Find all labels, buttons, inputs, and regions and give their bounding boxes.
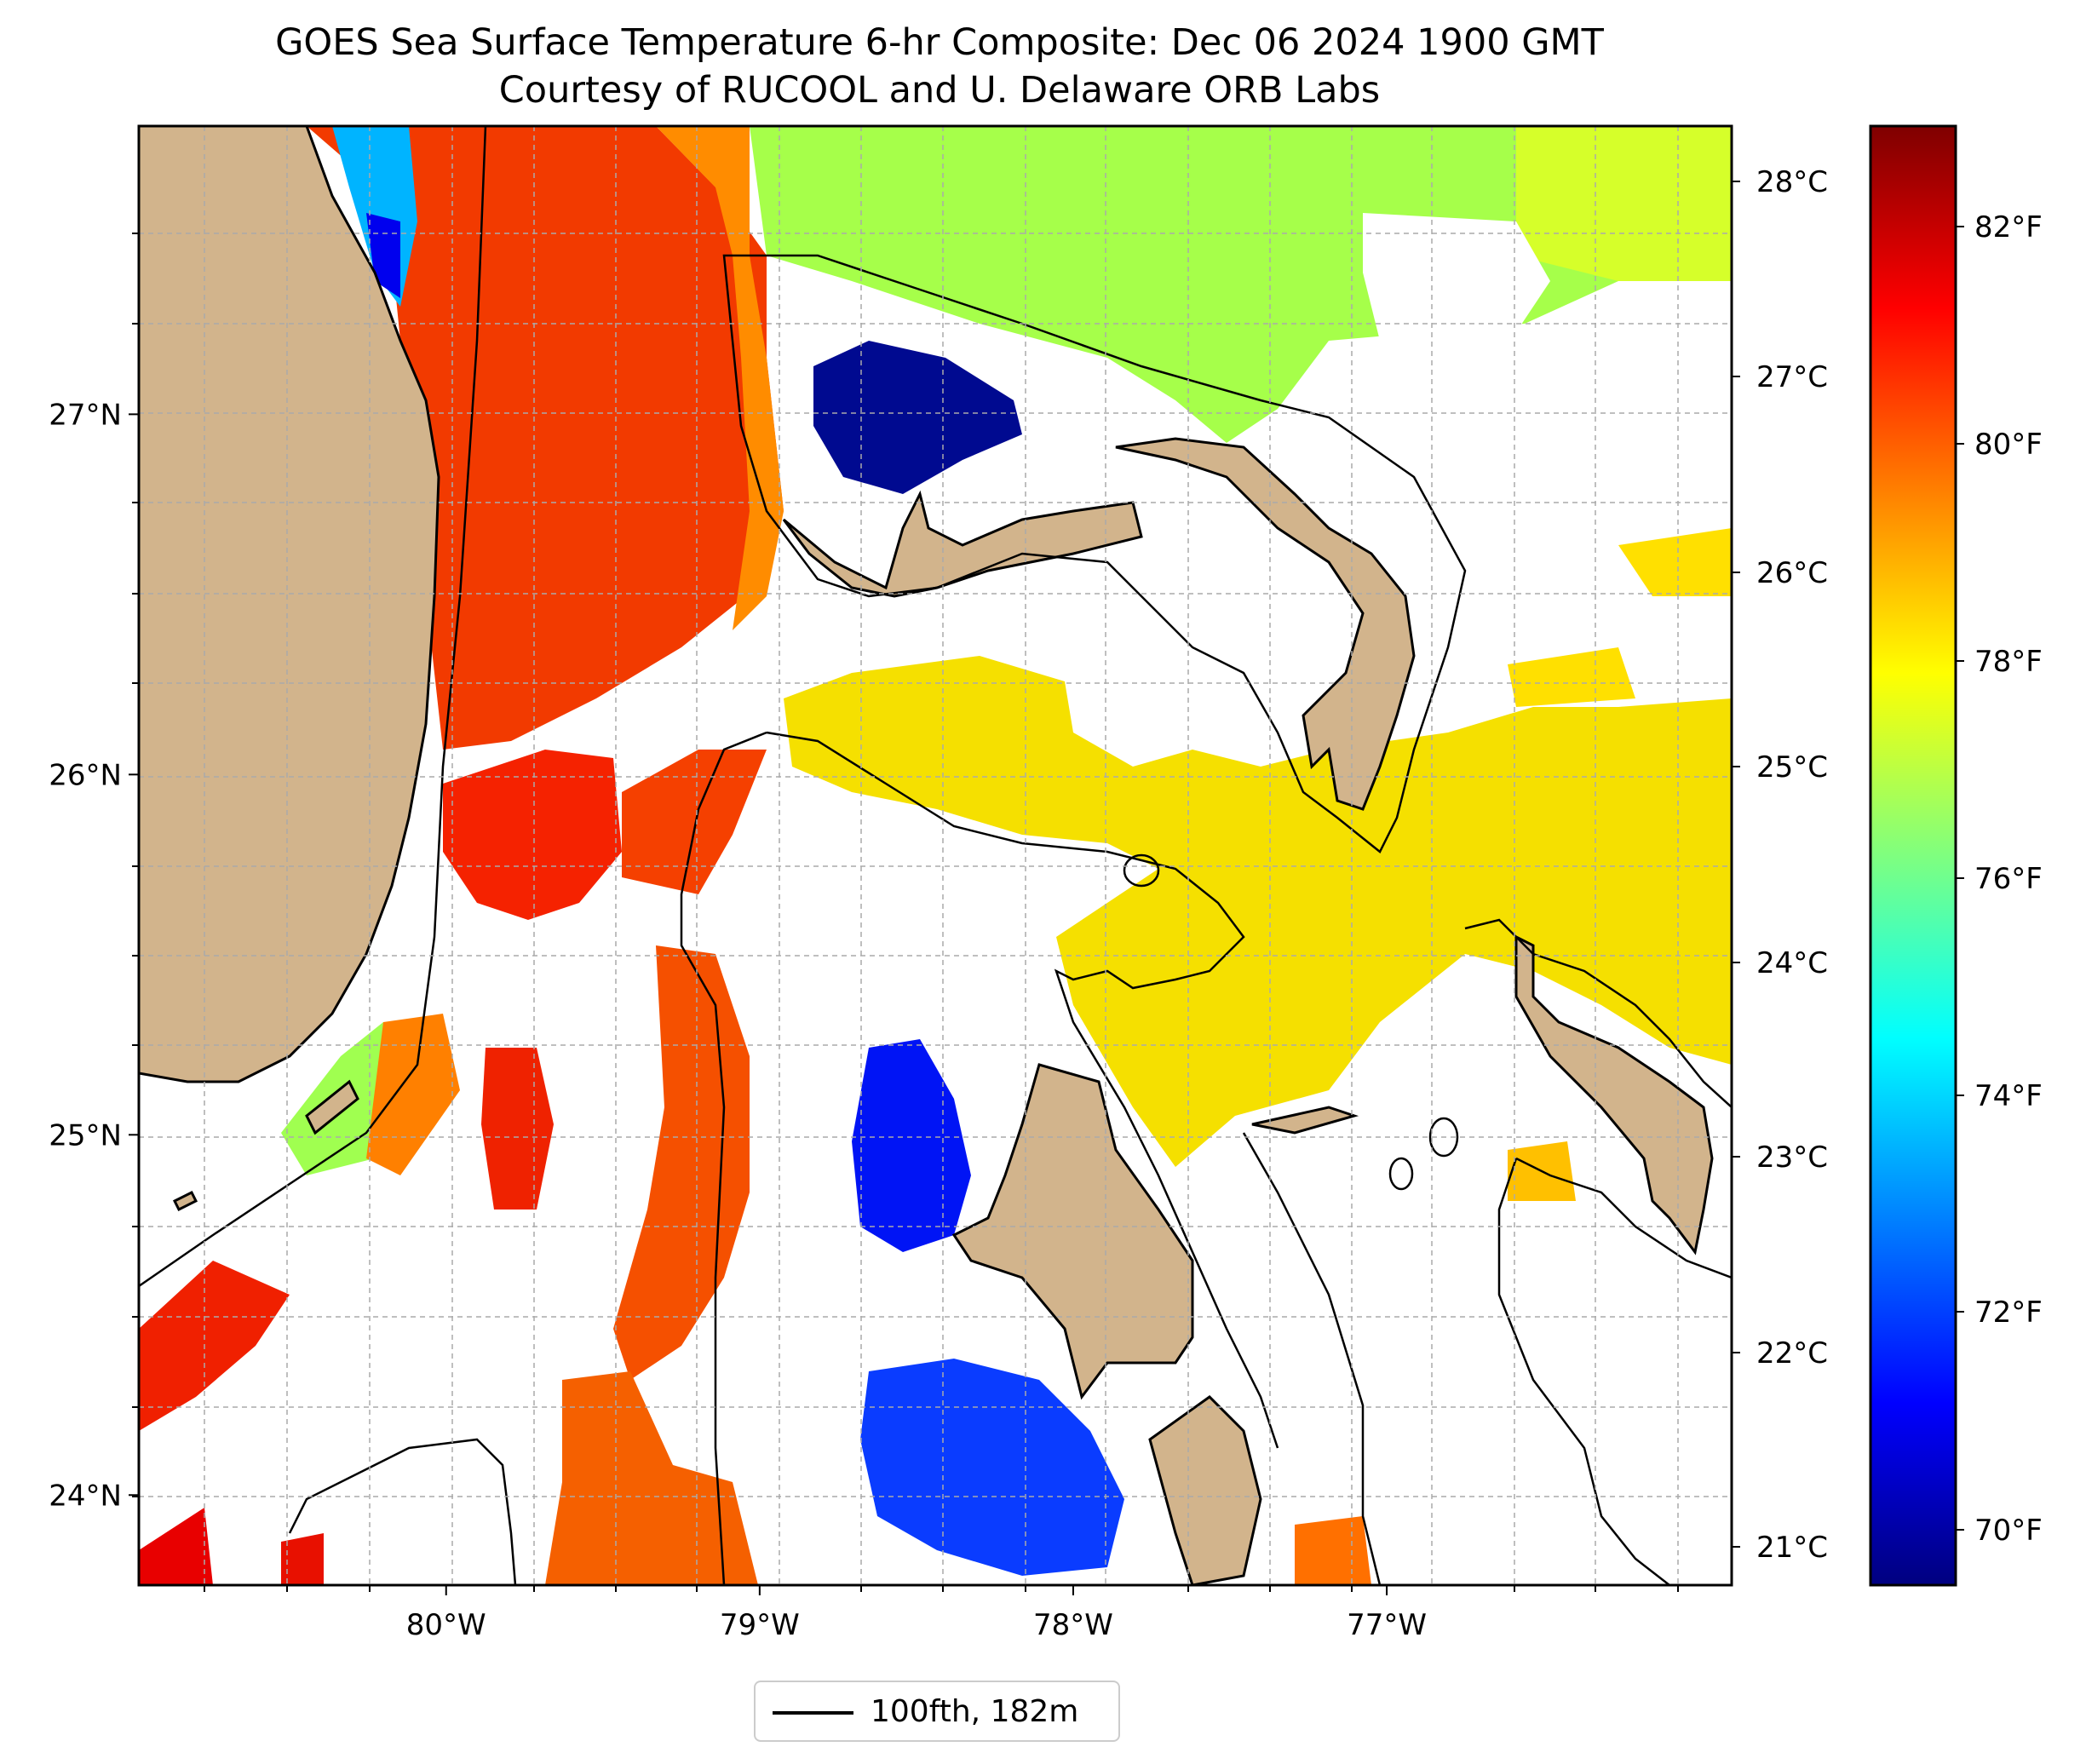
fahrenheit-tick-label: 72°F xyxy=(1974,1296,2043,1330)
colorbar-fahrenheit-axis: 82°F 80°F 78°F 76°F 74°F 72°F 70°F xyxy=(1956,210,2043,1548)
lat-tick-label: 25°N xyxy=(49,1118,122,1152)
fahrenheit-tick-label: 74°F xyxy=(1974,1079,2043,1113)
colorbar xyxy=(1869,124,1957,1587)
fahrenheit-tick-label: 82°F xyxy=(1974,210,2043,244)
sst-patch-bottom-red-2 xyxy=(281,1533,324,1585)
isobath-island-east-2 xyxy=(1388,1157,1414,1191)
isobath-island-east-1 xyxy=(1428,1117,1459,1158)
land-florida-peninsula xyxy=(139,126,440,1083)
map-subtitle: Courtesy of RUCOOL and U. Delaware ORB L… xyxy=(498,69,1381,112)
legend-isobath-line-swatch xyxy=(773,1711,853,1715)
sst-patch-north-yellow xyxy=(1516,126,1732,281)
fahrenheit-tick-label: 78°F xyxy=(1974,645,2043,679)
celsius-tick-label: 24°C xyxy=(1756,946,1828,980)
sst-patch-cold-blue-south xyxy=(860,1359,1124,1576)
land-keys-2 xyxy=(172,1190,198,1212)
sst-patch-cold-eddy-north xyxy=(813,341,1022,494)
land-abaco xyxy=(1115,437,1416,811)
sst-patch-east-yellow-mid xyxy=(1508,647,1635,707)
sst-patch-keys-orange xyxy=(366,1014,460,1175)
lon-tick-label: 80°W xyxy=(406,1608,486,1642)
isobath-island-bimini xyxy=(1123,853,1160,888)
sst-patch-gulf-stream-edge xyxy=(656,126,784,630)
fahrenheit-tick-label: 70°F xyxy=(1974,1514,2043,1548)
sst-patch-bottom-orange-east xyxy=(1295,1516,1371,1585)
fahrenheit-tick-label: 76°F xyxy=(1974,862,2043,896)
celsius-tick-label: 26°C xyxy=(1756,556,1828,590)
latitude-axis: 24°N 25°N 26°N 27°N xyxy=(49,398,139,1513)
map-legend: 100fth, 182m xyxy=(754,1681,1120,1742)
map-gridlines xyxy=(139,126,1732,1585)
land-andros xyxy=(951,1063,1194,1400)
map-plot-area xyxy=(139,126,1732,1585)
map-title: GOES Sea Surface Temperature 6-hr Compos… xyxy=(275,21,1604,64)
sst-patch-central-yellow xyxy=(784,656,1732,1167)
lat-tick-label: 26°N xyxy=(49,758,122,792)
map-minor-ticks xyxy=(132,233,1679,1592)
isobath-great-bahama-bank xyxy=(766,731,1279,1449)
land-eleuthera-north xyxy=(1251,1106,1359,1135)
sst-patch-straits-red-left xyxy=(139,1261,290,1431)
celsius-tick-label: 22°C xyxy=(1756,1336,1828,1370)
lon-tick-label: 77°W xyxy=(1347,1608,1427,1642)
isobath-exuma-west xyxy=(1497,1158,1670,1585)
sst-patch-east-yellow-top xyxy=(1618,528,1732,596)
isobath-straits-west xyxy=(680,731,767,1585)
colorbar-celsius-axis: 28°C 27°C 26°C 25°C 24°C 23°C 22°C 21°C xyxy=(1732,165,1828,1565)
isobath-tongue-of-ocean xyxy=(1242,1132,1382,1585)
lon-tick-label: 78°W xyxy=(1033,1608,1113,1642)
legend-isobath-label: 100fth, 182m xyxy=(871,1694,1079,1729)
celsius-tick-label: 28°C xyxy=(1756,165,1828,199)
sst-patch-south-florida-red xyxy=(443,750,622,920)
lon-tick-label: 79°W xyxy=(720,1608,800,1642)
no-data-north-clouds xyxy=(1363,213,1550,341)
fahrenheit-tick-label: 80°F xyxy=(1974,428,2043,462)
sst-patch-cold-blue-middle xyxy=(852,1039,971,1252)
isobath-exuma-inner xyxy=(1515,1157,1732,1279)
sst-patch-straits-orange-south xyxy=(545,1371,758,1585)
celsius-tick-label: 25°C xyxy=(1756,750,1828,784)
land-keys-1 xyxy=(305,1079,359,1135)
celsius-tick-label: 21°C xyxy=(1756,1531,1828,1565)
map-frame xyxy=(137,124,1733,1587)
sst-patch-straits-red-2 xyxy=(481,1048,554,1210)
celsius-tick-label: 27°C xyxy=(1756,360,1828,394)
land-andros-south xyxy=(1148,1395,1262,1585)
longitude-axis: 80°W 79°W 78°W 77°W xyxy=(406,1585,1427,1642)
isobath-little-bahama-bank xyxy=(722,254,1467,853)
lat-tick-label: 24°N xyxy=(49,1479,122,1513)
land-eleuthera xyxy=(1514,934,1714,1255)
isobath-exuma-sound xyxy=(1464,918,1732,1108)
isobath-cay-sal xyxy=(288,1438,517,1585)
celsius-tick-label: 23°C xyxy=(1756,1141,1828,1175)
isobath-florida-shelf xyxy=(139,126,487,1288)
lat-tick-label: 27°N xyxy=(49,398,122,432)
sst-patch-bottom-red xyxy=(139,1508,213,1585)
sst-patch-straits-red xyxy=(622,750,767,894)
sst-patch-north-green xyxy=(750,126,1732,443)
